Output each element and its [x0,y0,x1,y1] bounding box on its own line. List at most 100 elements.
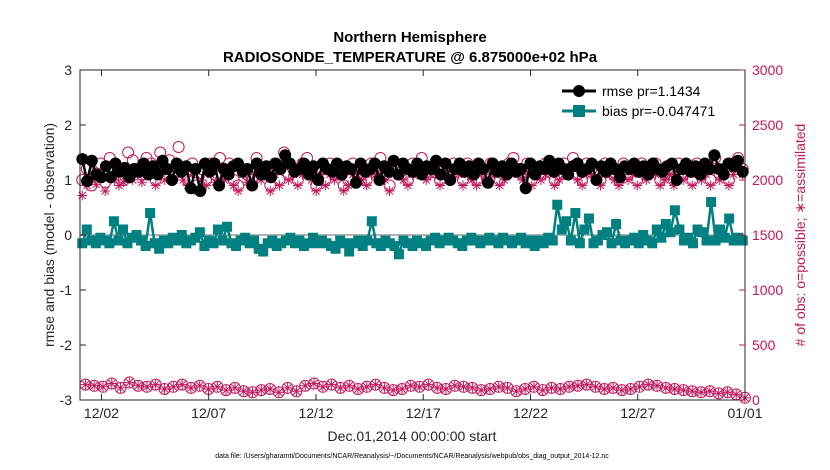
asterisk-stroke [230,384,239,392]
x-tick-label: 12/12 [298,405,333,421]
right-tick-label: 500 [752,337,776,353]
low-obs-circle-marker [290,385,303,398]
x-tick-label: 12/07 [191,405,226,421]
rmse-point [430,154,443,167]
asterisk-stroke [679,386,688,394]
low-obs-circle-marker [703,385,716,398]
assimilated-obs-marker [549,180,560,191]
asterisk-stroke [512,387,521,396]
asterisk-stroke [550,181,559,190]
low-obs-circle-marker [360,380,373,393]
low-obs-asterisk-marker [106,378,117,389]
asterisk-stroke [143,382,151,391]
asterisk-stroke [725,181,733,190]
low-obs-circle-marker [404,379,417,392]
bias-point [344,246,355,257]
asterisk-stroke [495,181,504,190]
asterisk-stroke [521,385,530,393]
low-obs-circle-marker [88,379,101,392]
bias-point [90,238,101,249]
asterisk-stroke [665,170,674,179]
assimilated-obs-marker [228,180,239,191]
low-obs-circle-marker [475,384,488,397]
rmse-point [85,154,98,167]
bias-point [719,232,730,243]
low-obs-circle-marker [448,379,461,392]
asterisk-stroke [565,382,573,391]
asterisk-stroke [239,387,248,396]
low-obs-circle-marker [431,381,444,394]
asterisk-stroke [614,181,623,190]
asterisk-stroke [204,385,213,393]
assimilated-obs-marker [233,186,244,196]
bias-point [525,235,536,246]
asterisk-stroke [321,181,330,190]
low-obs-circle-marker [140,380,153,393]
right-tick-label: 1500 [752,227,783,243]
asterisk-stroke [537,176,545,184]
low-obs-asterisk-marker [97,381,108,392]
right-y-axis-label: # of obs: o=possible; ∗=assimilated [792,124,808,347]
left-tick-label: -2 [60,337,73,353]
bias-point [330,243,341,254]
asterisk-stroke [234,187,243,195]
low-obs-circle-marker [563,380,576,393]
asterisk-stroke [415,382,424,391]
rmse-point [524,157,537,170]
bias-point [212,224,223,235]
bias-point [665,227,676,238]
bias-point [715,224,726,235]
low-obs-asterisk-marker [247,387,258,398]
rmse-point [246,179,259,192]
asterisk-stroke [362,382,371,391]
asterisk-stroke [151,181,160,190]
asterisk-stroke [644,380,653,389]
rmse-point [411,157,424,170]
assimilated-obs-marker [554,175,565,185]
bias-point [647,238,658,249]
low-obs-circle-marker [589,380,602,393]
asterisk-stroke [107,379,116,388]
rmse-point [590,174,603,186]
low-obs-circle-marker [571,379,584,392]
assimilated-obs-marker [655,180,666,191]
low-obs-asterisk-marker [678,385,689,396]
low-obs-asterisk-marker [194,380,205,391]
bias-point [724,213,735,224]
rmse-point [194,185,207,197]
asterisk-stroke [399,176,408,184]
low-obs-circle-marker [387,384,400,397]
legend-bias-marker [573,105,585,117]
asterisk-stroke [486,385,494,393]
asterisk-stroke [633,181,642,190]
x-tick-label: 12/22 [513,405,548,421]
low-obs-circle-marker [519,383,532,395]
y-axis-label: rmse and bias (model - observation) [41,123,57,347]
bias-point [154,243,165,254]
x-tick-label: 01/01 [727,405,762,421]
asterisk-stroke [624,176,632,184]
asterisk-stroke [660,176,669,184]
bias-point [294,235,305,246]
bias-point [457,241,468,251]
asterisk-stroke [626,385,635,393]
asterisk-stroke [729,170,738,179]
assimilated-obs-marker [494,180,505,191]
low-obs-asterisk-marker [528,381,539,392]
rmse-point [349,176,362,189]
asterisk-stroke [310,379,318,388]
low-obs-circle-marker [677,384,690,397]
low-obs-asterisk-marker [309,378,320,389]
bias-point [190,232,201,243]
low-obs-circle-marker [255,384,268,397]
assimilated-obs-marker [687,180,698,191]
low-obs-circle-marker [651,379,664,392]
low-obs-asterisk-marker [124,377,135,388]
bias-point [375,241,386,251]
rmse-bias-series-layer [76,149,749,260]
asterisk-stroke [574,381,582,390]
rmse-point [76,153,89,166]
assimilated-obs-marker [457,180,468,191]
asterisk-stroke [582,380,591,389]
asterisk-stroke [503,384,512,392]
